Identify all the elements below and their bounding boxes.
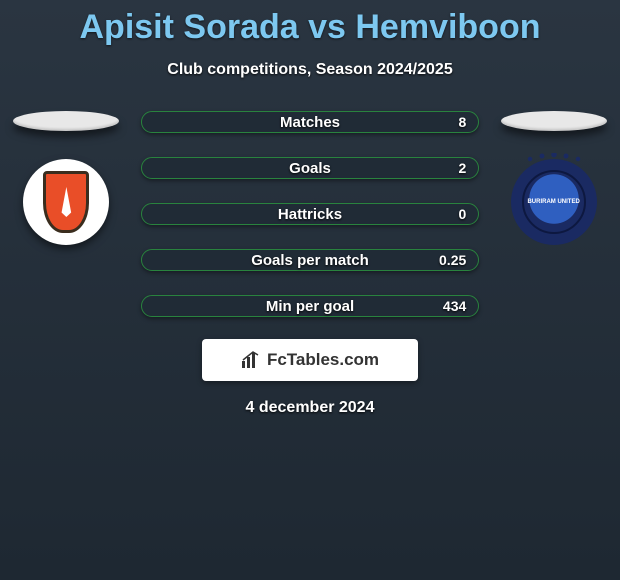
stat-row-matches: Matches 8 bbox=[141, 111, 480, 133]
stat-row-min-per-goal: Min per goal 434 bbox=[141, 295, 480, 317]
player-right-club-badge: BURIRAM UNITED bbox=[511, 159, 597, 245]
stat-right-value: 434 bbox=[443, 298, 466, 314]
date-text: 4 december 2024 bbox=[0, 399, 620, 417]
branding-text: FcTables.com bbox=[267, 350, 379, 370]
stat-label: Goals bbox=[289, 160, 331, 177]
player-left-column bbox=[8, 111, 125, 245]
subtitle: Club competitions, Season 2024/2025 bbox=[0, 61, 620, 79]
stat-right-value: 0.25 bbox=[439, 252, 466, 268]
player-left-silhouette bbox=[13, 111, 119, 131]
stat-row-goals: Goals 2 bbox=[141, 157, 480, 179]
comparison-panel: Matches 8 Goals 2 Hattricks 0 Goals per … bbox=[0, 111, 620, 317]
stat-label: Goals per match bbox=[251, 252, 369, 269]
stat-label: Min per goal bbox=[266, 298, 354, 315]
player-right-silhouette bbox=[501, 111, 607, 131]
stat-row-hattricks: Hattricks 0 bbox=[141, 203, 480, 225]
stat-label: Hattricks bbox=[278, 206, 342, 223]
stat-right-value: 8 bbox=[458, 114, 466, 130]
player-left-club-badge bbox=[23, 159, 109, 245]
page-title: Apisit Sorada vs Hemviboon bbox=[0, 0, 620, 47]
buriram-united-crest-icon: BURIRAM UNITED bbox=[522, 170, 586, 234]
stat-label: Matches bbox=[280, 114, 340, 131]
stats-column: Matches 8 Goals 2 Hattricks 0 Goals per … bbox=[141, 111, 480, 317]
stat-right-value: 2 bbox=[458, 160, 466, 176]
stat-right-value: 0 bbox=[458, 206, 466, 222]
stat-row-goals-per-match: Goals per match 0.25 bbox=[141, 249, 480, 271]
bar-chart-icon bbox=[241, 351, 263, 369]
bangkok-glass-crest-icon bbox=[43, 171, 89, 233]
branding-box: FcTables.com bbox=[202, 339, 418, 381]
player-right-column: BURIRAM UNITED bbox=[495, 111, 612, 245]
